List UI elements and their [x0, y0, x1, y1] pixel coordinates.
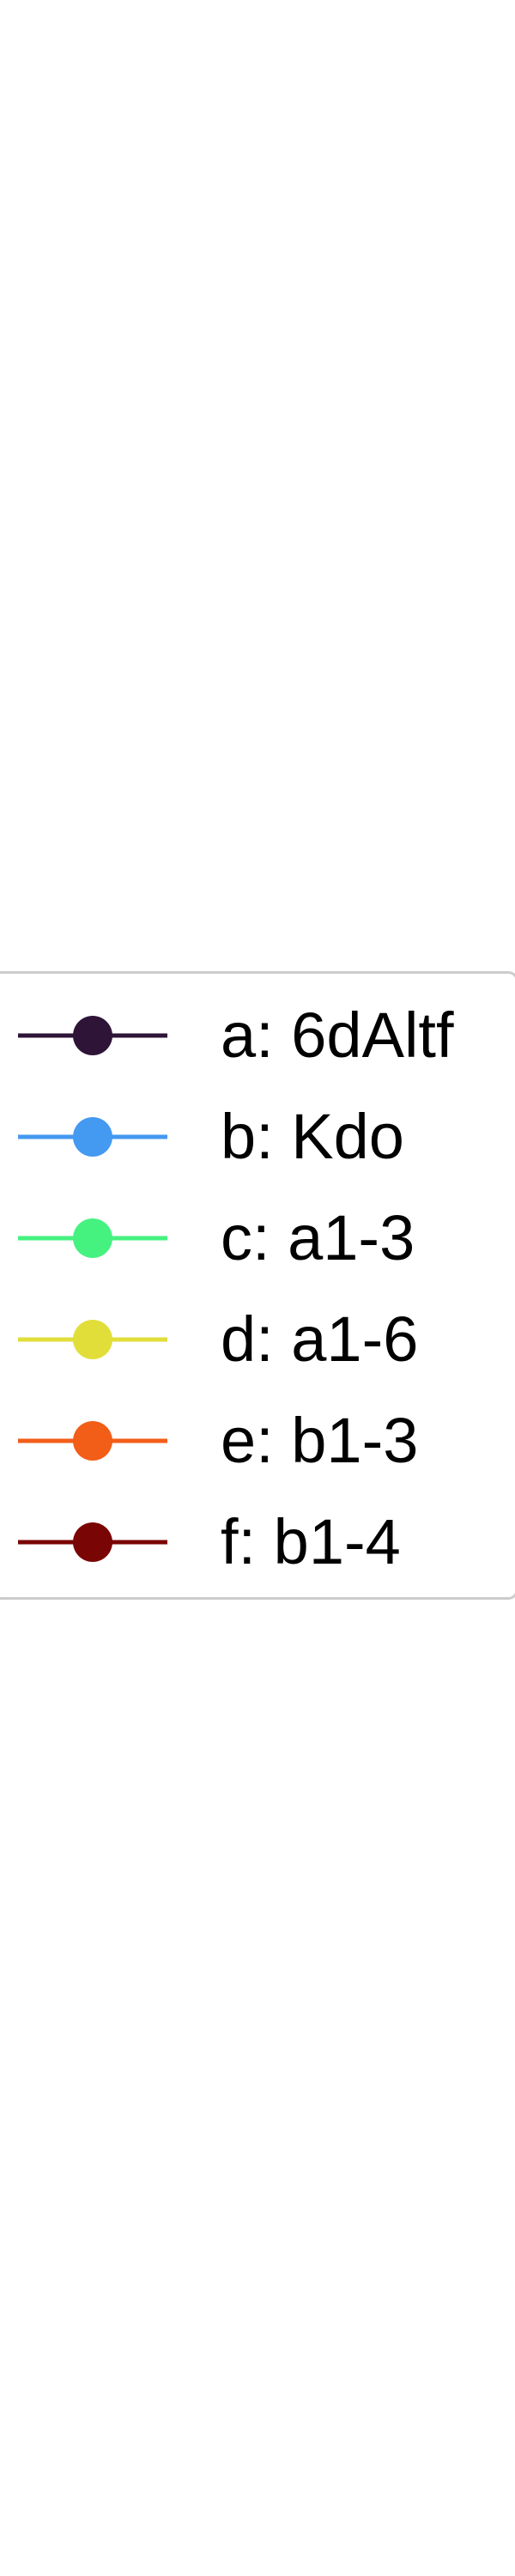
legend-marker — [18, 1016, 167, 1055]
legend-point-marker — [73, 1320, 112, 1359]
legend-point-marker — [73, 1016, 112, 1055]
legend-label: c: a1-3 — [221, 1202, 415, 1273]
legend-label: a: 6dAltf — [221, 999, 454, 1071]
legend-label: b: Kdo — [221, 1101, 404, 1172]
legend-label: d: a1-6 — [221, 1303, 419, 1375]
legend-label: f: b1-4 — [221, 1506, 401, 1577]
legend-entry: f: b1-4 — [0, 1499, 509, 1585]
legend-marker — [18, 1117, 167, 1157]
legend-marker — [18, 1522, 167, 1562]
legend-point-marker — [73, 1117, 112, 1157]
legend-marker — [18, 1218, 167, 1258]
legend-point-marker — [73, 1522, 112, 1562]
legend-marker — [18, 1421, 167, 1461]
chart-legend: a: 6dAltf b: Kdo c: a1-3 d: a1-6 e: b1-3 f: b… — [0, 971, 515, 1600]
legend-entry: d: a1-6 — [0, 1297, 509, 1382]
legend-marker — [18, 1320, 167, 1359]
legend-entry: c: a1-3 — [0, 1195, 509, 1281]
legend-entry: a: 6dAltf — [0, 993, 509, 1078]
legend-entry: e: b1-3 — [0, 1398, 509, 1484]
legend-point-marker — [73, 1421, 112, 1461]
legend-entry: b: Kdo — [0, 1094, 509, 1180]
legend-label: e: b1-3 — [221, 1405, 419, 1476]
legend-point-marker — [73, 1218, 112, 1258]
